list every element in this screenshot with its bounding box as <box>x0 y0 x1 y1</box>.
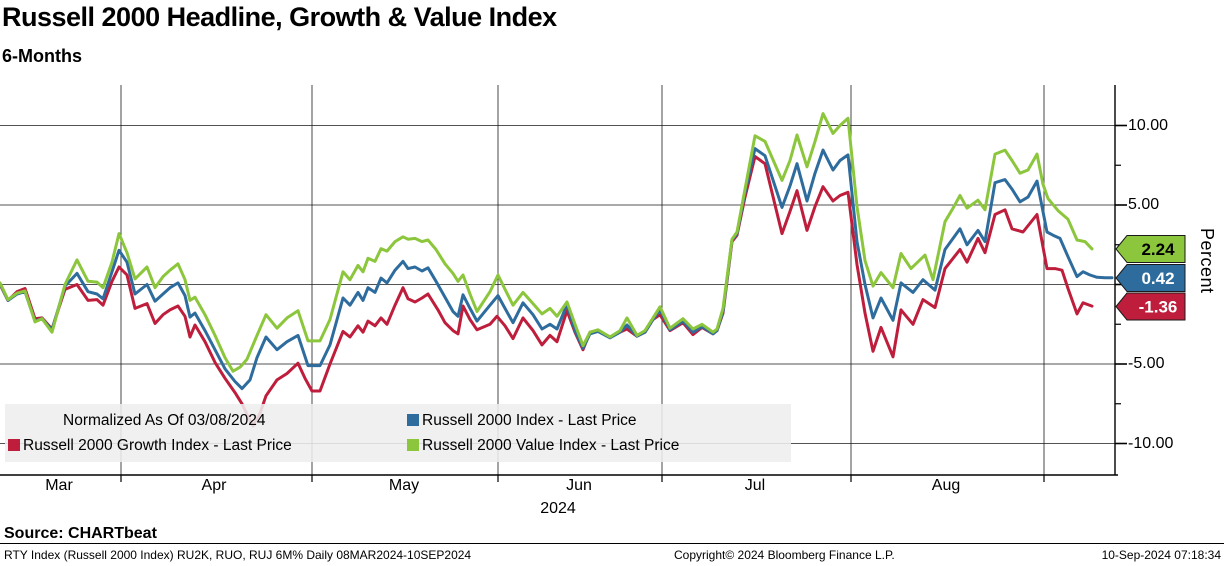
x-axis-month-label: Aug <box>931 477 961 494</box>
x-axis-month-label: Apr <box>201 477 227 494</box>
last-price-badge <box>1115 292 1186 321</box>
legend-label: Russell 2000 Index - Last Price <box>422 412 637 429</box>
footer-divider <box>0 543 1224 566</box>
legend-swatch <box>8 439 20 451</box>
last-price-badge <box>1115 235 1186 263</box>
y-axis-title: Percent <box>1197 228 1217 294</box>
footer-copyright: Copyright© 2024 Bloomberg Finance L.P. <box>674 548 895 562</box>
chart-legend: Normalized As Of 03/08/2024 Russell 2000 … <box>5 404 791 462</box>
series-line <box>0 155 1094 428</box>
x-axis-month-label: Jun <box>566 477 592 494</box>
x-axis-year-label: 2024 <box>540 500 576 517</box>
footer-timestamp: 10-Sep-2024 07:18:34 <box>1101 548 1221 562</box>
source-line: Source: CHARTbeat <box>4 525 157 542</box>
page-title: Russell 2000 Headline, Growth & Value In… <box>2 2 557 32</box>
page-subtitle: 6-Months <box>2 46 82 66</box>
legend-label: Normalized As Of 03/08/2024 <box>63 412 266 429</box>
legend-item: Russell 2000 Value Index - Last Price <box>407 437 679 455</box>
y-axis-tick-label: -10.00 <box>1128 434 1174 452</box>
last-price-badge <box>1115 264 1186 292</box>
y-axis-tick-label: -5.00 <box>1128 355 1165 372</box>
x-axis-month-label: Jul <box>744 477 766 494</box>
legend-label: Russell 2000 Growth Index - Last Price <box>23 437 292 454</box>
y-axis-tick-label: 5.00 <box>1128 196 1160 213</box>
x-axis-month-label: Mar <box>45 477 73 494</box>
last-price-badge-value: -1.36 <box>1139 298 1178 317</box>
series-line <box>0 147 1114 391</box>
legend-normalized-note: Normalized As Of 03/08/2024 <box>63 412 265 430</box>
y-axis-tick-label: 10.00 <box>1128 116 1169 134</box>
x-axis-month-label: May <box>388 477 420 494</box>
series-line <box>0 112 1094 373</box>
legend-label: Russell 2000 Value Index - Last Price <box>422 437 680 454</box>
last-price-badge-value: 2.24 <box>1141 240 1175 259</box>
last-price-badge-value: 0.42 <box>1141 269 1174 288</box>
legend-swatch <box>407 439 419 451</box>
footer-security-info: RTY Index (Russell 2000 Index) RU2K, RUO… <box>4 548 472 562</box>
legend-item: Russell 2000 Index - Last Price <box>407 412 637 430</box>
legend-swatch <box>407 414 419 426</box>
legend-item: Russell 2000 Growth Index - Last Price <box>8 437 292 455</box>
